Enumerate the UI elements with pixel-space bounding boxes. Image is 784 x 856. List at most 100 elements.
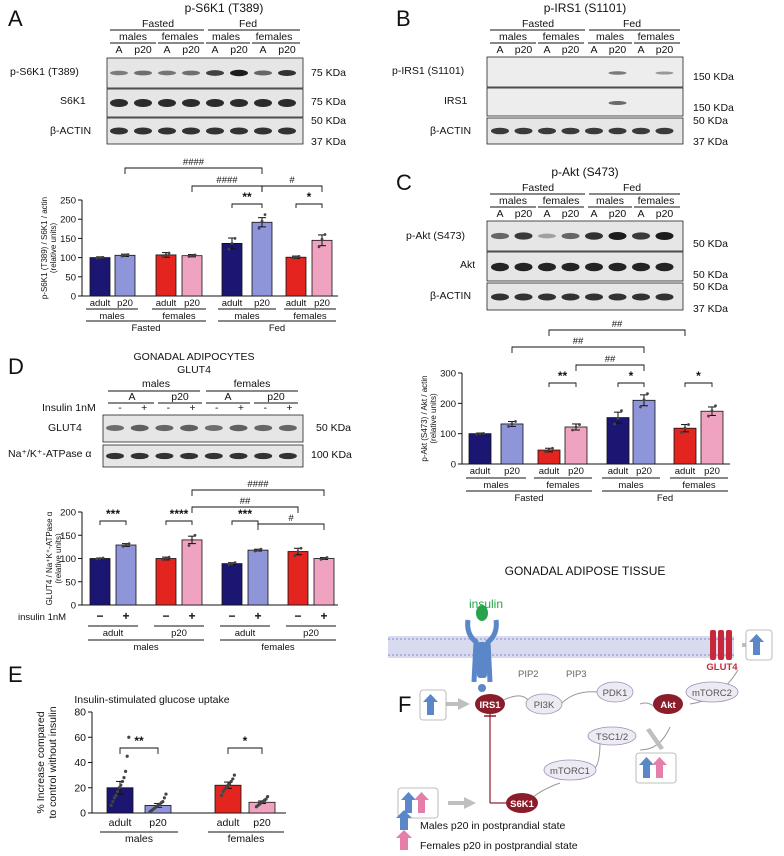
panel-a-lane: A xyxy=(163,44,170,56)
panel-b-marker: 150 KDa xyxy=(693,102,734,114)
panel-f-label: F xyxy=(398,692,411,717)
data-point xyxy=(124,543,128,547)
y-tick-label: 250 xyxy=(60,196,76,207)
data-point xyxy=(547,448,551,452)
chart-a: 0 50 100 150 200 250 p-S6K1 (T389) / S6K1 / ac… xyxy=(40,157,338,334)
bar xyxy=(673,427,697,465)
x-tick-label: + xyxy=(320,609,327,623)
panel-a-lane: A xyxy=(115,44,122,56)
significance-label: # xyxy=(288,513,294,524)
blot-band xyxy=(254,424,273,432)
data-point xyxy=(259,547,263,551)
y-axis-label: p-Akt (S473) / Akt / actin xyxy=(420,375,429,461)
significance-label: ## xyxy=(573,336,584,347)
data-point xyxy=(114,793,118,797)
x-group-label: females xyxy=(162,311,196,322)
y-tick-label: 100 xyxy=(440,429,456,440)
blot-band xyxy=(585,232,603,240)
panel-b-lane: A xyxy=(496,44,503,56)
data-point xyxy=(710,409,714,413)
data-point xyxy=(478,432,482,436)
significance-label: **** xyxy=(170,507,189,521)
significance-bracket xyxy=(295,203,323,208)
panel-c-sex: males xyxy=(499,195,527,207)
panel-c-marker: 50 KDa xyxy=(693,269,728,281)
bar xyxy=(251,221,273,297)
blot-band xyxy=(230,127,248,135)
blot-band xyxy=(180,424,199,432)
blot-band xyxy=(514,127,533,135)
up-arrow-icon xyxy=(427,701,434,715)
blot-band xyxy=(204,452,223,460)
panel-b-lane: A xyxy=(637,44,644,56)
blot-band xyxy=(278,424,297,432)
data-point xyxy=(162,796,166,800)
x-condition-label: Fed xyxy=(269,323,285,334)
significance-label: ## xyxy=(612,319,623,330)
x-tick-label: p20 xyxy=(184,298,200,309)
panel-b-sex: males xyxy=(596,31,624,43)
cell-membrane xyxy=(388,636,734,658)
blot-band xyxy=(180,452,199,460)
y-tick-label: 20 xyxy=(74,782,86,794)
blot-band xyxy=(130,452,149,460)
data-point xyxy=(187,255,191,258)
data-point xyxy=(220,793,224,797)
blot-band xyxy=(254,98,272,108)
data-point xyxy=(620,409,623,413)
x-age-label: adult xyxy=(103,628,124,639)
significance-label: ** xyxy=(558,369,568,383)
node-akt-label: Akt xyxy=(660,700,676,711)
outcome-box-glut4 xyxy=(745,629,773,661)
blot-band xyxy=(655,293,674,301)
blot-band xyxy=(632,232,650,240)
x-sex-label: females xyxy=(261,642,295,653)
data-point xyxy=(319,558,323,561)
y-axis-label-units: to control without insulin xyxy=(47,706,59,818)
panel-a-row-label: β-ACTIN xyxy=(50,125,91,137)
y-tick-label: 150 xyxy=(60,234,76,245)
data-point xyxy=(116,789,120,794)
x-condition-label: Fasted xyxy=(131,323,160,334)
data-point xyxy=(646,392,649,396)
data-point xyxy=(125,754,129,758)
panel-c-group-fasted: Fasted xyxy=(522,182,554,194)
x-tick-label: + xyxy=(254,609,261,623)
significance-label: * xyxy=(696,369,701,383)
x-tick-label: p20 xyxy=(253,817,271,829)
blot-band xyxy=(608,232,627,240)
data-point xyxy=(574,425,578,429)
x-tick-label: adult xyxy=(222,298,243,309)
x-group-label: males xyxy=(234,311,260,322)
x-tick-label: + xyxy=(188,609,195,623)
significance-label: ** xyxy=(134,734,144,748)
panel-b-label: B xyxy=(396,6,411,31)
data-point xyxy=(112,796,116,800)
data-point xyxy=(127,542,131,546)
panel-c-row-label: p-Akt (S473) xyxy=(406,230,465,242)
panel-a-lane: p20 xyxy=(230,44,248,56)
data-point xyxy=(323,233,327,236)
up-arrow-head xyxy=(423,694,438,702)
blot-band xyxy=(632,293,650,301)
blot-band xyxy=(278,70,296,76)
blot-band xyxy=(538,127,556,135)
panel-c-marker: 50 KDa xyxy=(693,238,728,250)
y-tick-label: 60 xyxy=(74,732,86,744)
panel-c-lane: p20 xyxy=(562,208,580,220)
y-tick-label: 80 xyxy=(74,707,86,719)
panel-a-sex: females xyxy=(256,31,293,43)
x-group-label: females xyxy=(293,311,327,322)
panel-c-sex: females xyxy=(638,195,675,207)
node-pdk1-label: PDK1 xyxy=(603,688,628,699)
panel-a-marker: 75 KDa xyxy=(311,96,346,108)
significance-bracket xyxy=(617,382,645,387)
y-tick-label: 200 xyxy=(60,508,76,519)
panel-b-row-label: β-ACTIN xyxy=(430,125,471,137)
data-point xyxy=(291,256,295,260)
data-point xyxy=(228,782,232,786)
blot-band xyxy=(206,98,224,108)
up-arrow-head xyxy=(652,757,667,765)
up-arrow-icon xyxy=(643,764,650,778)
panel-c-lane: A xyxy=(496,208,503,220)
